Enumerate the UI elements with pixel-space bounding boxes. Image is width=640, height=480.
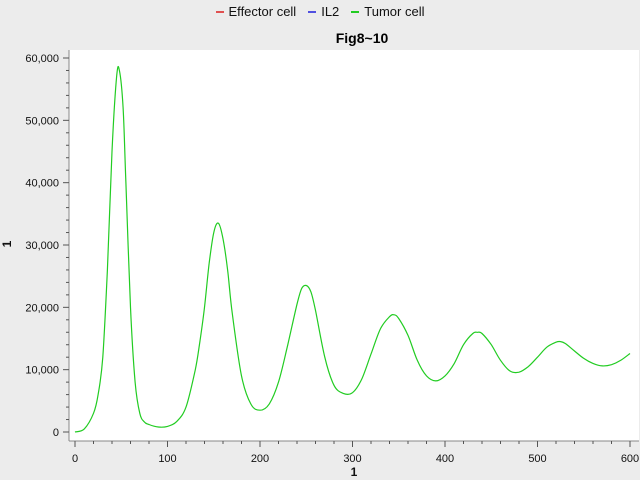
y-tick-label: 0 — [53, 427, 59, 439]
series-line-tumor-cell — [74, 65, 631, 433]
legend-item: IL2 — [308, 4, 339, 19]
x-axis-label: 1 — [351, 465, 358, 479]
x-tick-label: 0 — [72, 453, 78, 465]
y-tick-label: 20,000 — [25, 302, 59, 314]
axes: 0 10,000 20,000 30,000 40,000 50,000 60,000 0 10… — [25, 50, 639, 465]
legend-item: Tumor cell — [351, 4, 424, 19]
y-tick-label: 60,000 — [25, 53, 59, 65]
legend: Effector cell IL2 Tumor cell — [0, 4, 640, 19]
legend-label: Tumor cell — [364, 4, 425, 19]
y-tick-label: 40,000 — [25, 178, 59, 190]
legend-swatch — [215, 10, 224, 13]
chart-title: Fig8~10 — [336, 30, 389, 46]
legend-swatch — [308, 10, 317, 13]
y-tick-label: 30,000 — [25, 240, 59, 252]
y-tick-label: 10,000 — [25, 365, 59, 377]
x-tick-label: 500 — [528, 453, 546, 465]
x-tick-label: 200 — [251, 453, 269, 465]
legend-swatch — [351, 10, 360, 13]
legend-label: Effector cell — [228, 4, 297, 19]
y-axis-label: 1 — [0, 240, 14, 247]
x-tick-label: 400 — [436, 453, 454, 465]
x-tick-label: 100 — [158, 453, 176, 465]
y-tick-label: 50,000 — [25, 115, 59, 127]
series-layer — [74, 65, 631, 433]
x-tick-label: 600 — [621, 453, 639, 465]
x-tick-label: 300 — [343, 453, 361, 465]
legend-label: IL2 — [321, 4, 340, 19]
plot-area — [69, 50, 639, 441]
legend-item: Effector cell — [215, 4, 297, 19]
